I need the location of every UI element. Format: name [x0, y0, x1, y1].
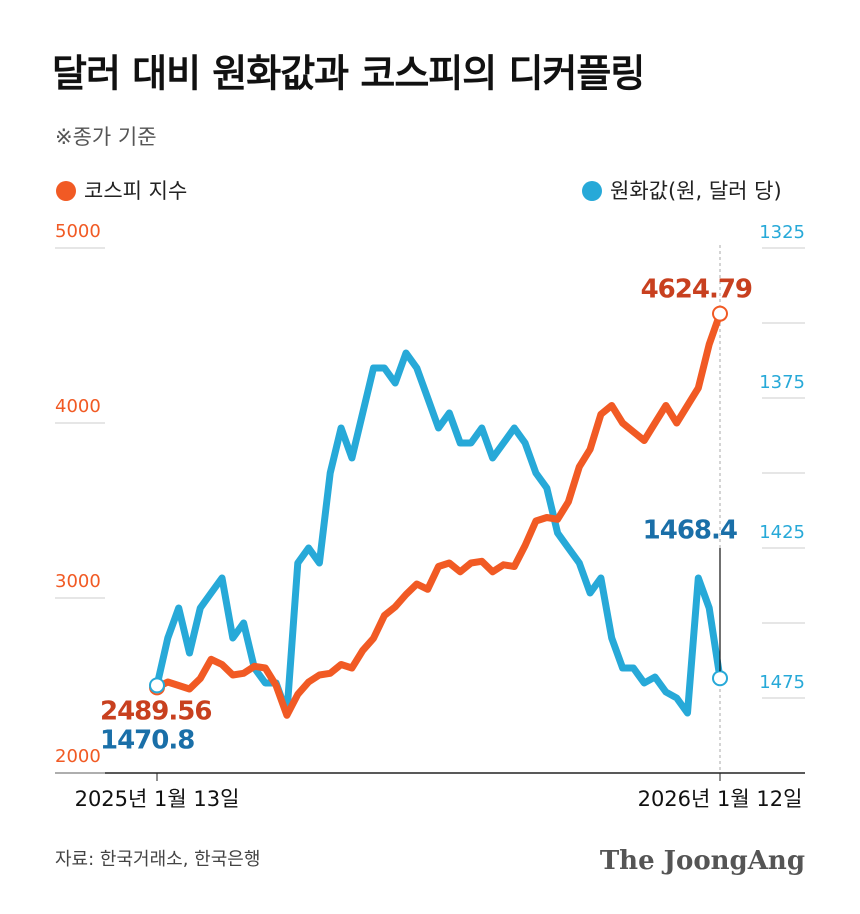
- end-marker: [149, 677, 165, 694]
- y-tick-label: 5000: [55, 221, 101, 242]
- subtitle: ※종가 기준: [55, 125, 157, 149]
- y2-tick-label: 1325: [759, 222, 805, 243]
- series-line: [153, 349, 724, 717]
- y-tick-label: 2000: [55, 746, 101, 767]
- legend-marker: [56, 181, 76, 201]
- y2-tick-label: 1475: [759, 672, 805, 693]
- y2-tick-label: 1375: [759, 372, 805, 393]
- y2-tick-label: 1425: [759, 522, 805, 543]
- x-tick-label: 2026년 1월 12일: [638, 787, 803, 811]
- data-label: 4624.79: [641, 275, 752, 305]
- chart-title: 달러 대비 원화값과 코스피의 디커플링: [52, 52, 644, 96]
- series-line: [153, 310, 724, 719]
- source: 자료: 한국거래소, 한국은행: [55, 849, 260, 870]
- end-marker: [712, 305, 728, 322]
- brand-logo: The JoongAng: [600, 846, 805, 876]
- data-label: 2489.56: [100, 697, 211, 727]
- legend-label: 코스피 지수: [84, 179, 187, 203]
- data-label: 1470.8: [100, 726, 194, 756]
- legend-label: 원화값(원, 달러 당): [610, 179, 782, 203]
- data-label: 1468.4: [643, 516, 737, 546]
- end-marker: [712, 670, 728, 687]
- y-tick-label: 4000: [55, 396, 101, 417]
- y-tick-label: 3000: [55, 571, 101, 592]
- x-tick-label: 2025년 1월 13일: [75, 787, 240, 811]
- legend-marker: [582, 181, 602, 201]
